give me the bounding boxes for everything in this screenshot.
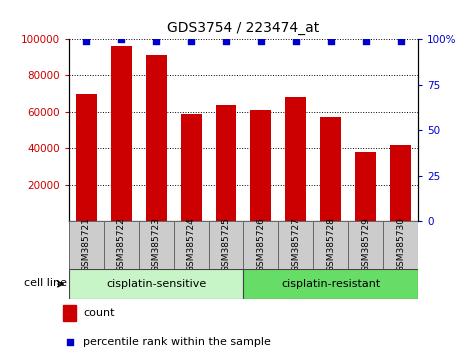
Bar xyxy=(146,55,167,221)
Bar xyxy=(69,269,243,299)
Bar xyxy=(250,110,271,221)
Bar xyxy=(383,221,418,269)
Text: cisplatin-sensitive: cisplatin-sensitive xyxy=(106,279,206,289)
Text: GSM385730: GSM385730 xyxy=(396,217,405,272)
Point xyxy=(222,38,230,44)
Point xyxy=(362,38,370,44)
Bar xyxy=(216,104,237,221)
Bar xyxy=(320,117,341,221)
Bar xyxy=(104,221,139,269)
Text: GSM385724: GSM385724 xyxy=(187,217,196,272)
Bar xyxy=(139,221,173,269)
Point xyxy=(152,38,160,44)
Text: GSM385726: GSM385726 xyxy=(256,217,266,272)
Bar xyxy=(209,221,243,269)
Text: count: count xyxy=(83,308,115,318)
Text: GSM385722: GSM385722 xyxy=(117,217,126,272)
Text: cell line: cell line xyxy=(24,278,67,287)
Point xyxy=(327,38,334,44)
Bar xyxy=(69,221,104,269)
Text: percentile rank within the sample: percentile rank within the sample xyxy=(83,337,271,347)
Bar xyxy=(180,114,201,221)
Title: GDS3754 / 223474_at: GDS3754 / 223474_at xyxy=(167,21,320,35)
Bar xyxy=(243,221,278,269)
Point xyxy=(117,36,125,42)
Bar xyxy=(63,305,76,321)
Bar xyxy=(314,221,348,269)
Text: GSM385721: GSM385721 xyxy=(82,217,91,272)
Point xyxy=(397,38,404,44)
Point xyxy=(187,38,195,44)
Text: GSM385729: GSM385729 xyxy=(361,217,370,272)
Text: cisplatin-resistant: cisplatin-resistant xyxy=(281,279,380,289)
Bar xyxy=(348,221,383,269)
Text: GSM385728: GSM385728 xyxy=(326,217,335,272)
Text: GSM385723: GSM385723 xyxy=(152,217,161,272)
Bar xyxy=(174,221,209,269)
Text: GSM385727: GSM385727 xyxy=(291,217,300,272)
Text: GSM385725: GSM385725 xyxy=(221,217,230,272)
Bar xyxy=(355,152,376,221)
Point xyxy=(66,339,74,344)
Point xyxy=(257,38,265,44)
Point xyxy=(292,38,300,44)
Bar xyxy=(111,46,132,221)
Bar xyxy=(76,93,97,221)
Bar xyxy=(243,269,418,299)
Bar xyxy=(285,97,306,221)
Bar xyxy=(390,145,411,221)
Bar xyxy=(278,221,314,269)
Point xyxy=(83,38,90,44)
